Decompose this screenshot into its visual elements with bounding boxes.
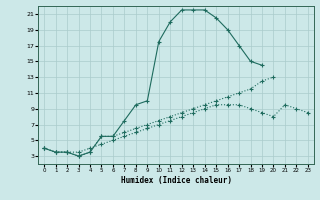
X-axis label: Humidex (Indice chaleur): Humidex (Indice chaleur) xyxy=(121,176,231,185)
